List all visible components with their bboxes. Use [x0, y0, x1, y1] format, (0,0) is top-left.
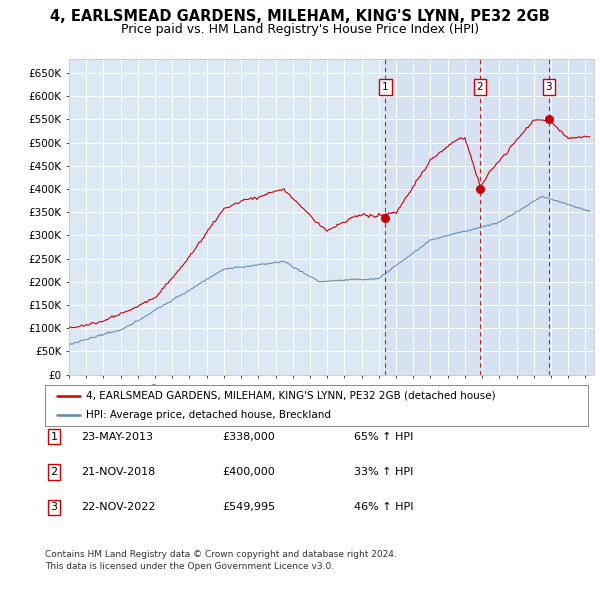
- Text: 21-NOV-2018: 21-NOV-2018: [81, 467, 155, 477]
- Text: 4, EARLSMEAD GARDENS, MILEHAM, KING'S LYNN, PE32 2GB (detached house): 4, EARLSMEAD GARDENS, MILEHAM, KING'S LY…: [86, 391, 496, 401]
- Text: 33% ↑ HPI: 33% ↑ HPI: [354, 467, 413, 477]
- Text: 23-MAY-2013: 23-MAY-2013: [81, 432, 153, 441]
- Text: £400,000: £400,000: [222, 467, 275, 477]
- Text: 1: 1: [50, 432, 58, 441]
- Bar: [549, 59, 594, 375]
- Text: £338,000: £338,000: [222, 432, 275, 441]
- Text: 3: 3: [50, 503, 58, 512]
- Text: 65% ↑ HPI: 65% ↑ HPI: [354, 432, 413, 441]
- Text: 3: 3: [545, 82, 552, 92]
- Text: 1: 1: [382, 82, 389, 92]
- Text: 2: 2: [50, 467, 58, 477]
- Text: Contains HM Land Registry data © Crown copyright and database right 2024.
This d: Contains HM Land Registry data © Crown c…: [45, 550, 397, 571]
- Text: 46% ↑ HPI: 46% ↑ HPI: [354, 503, 413, 512]
- Bar: [385, 59, 480, 375]
- Text: £549,995: £549,995: [222, 503, 275, 512]
- Text: 2: 2: [477, 82, 484, 92]
- Text: 22-NOV-2022: 22-NOV-2022: [81, 503, 155, 512]
- Text: 4, EARLSMEAD GARDENS, MILEHAM, KING'S LYNN, PE32 2GB: 4, EARLSMEAD GARDENS, MILEHAM, KING'S LY…: [50, 9, 550, 24]
- Text: HPI: Average price, detached house, Breckland: HPI: Average price, detached house, Brec…: [86, 410, 331, 420]
- Text: Price paid vs. HM Land Registry's House Price Index (HPI): Price paid vs. HM Land Registry's House …: [121, 23, 479, 36]
- Bar: [480, 59, 549, 375]
